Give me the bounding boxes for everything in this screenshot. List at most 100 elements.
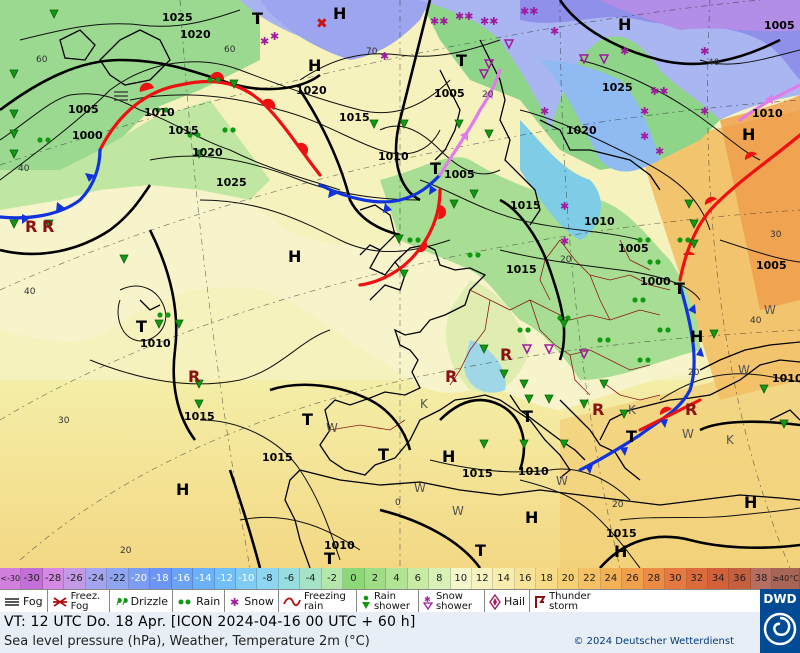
scale-cell: 24 [600, 568, 623, 589]
low-center: T [674, 279, 685, 298]
svg-text:20: 20 [688, 368, 700, 378]
svg-text:60: 60 [224, 45, 236, 55]
svg-text:40: 40 [24, 287, 36, 297]
high-center: H [618, 15, 631, 34]
scale-cell: 36 [729, 568, 751, 589]
low-center: T [626, 427, 637, 446]
graticule [0, 0, 800, 568]
legend-freezing-rain: Freezing rain [279, 590, 357, 613]
svg-text:60: 60 [36, 55, 48, 65]
fog-symbols [114, 91, 128, 101]
high-center: H [308, 56, 321, 75]
legend-rain-shower: Rain shower [357, 590, 419, 613]
dwd-logo: DWD [760, 589, 800, 653]
weather-map: ✱✱ ✱✱ ✱✱ ✱✱ ✱✱ ✱✱✱✱ ✱✱ ✱ ✱ ✱✱✱ ✱✱ RR RR RR… [0, 0, 800, 568]
svg-text:W: W [682, 427, 694, 441]
snow-shower-symbols [478, 39, 610, 360]
svg-text:✱✱: ✱✱ [650, 85, 668, 98]
scale-cell: 18 [536, 568, 558, 589]
isobars [0, 9, 800, 568]
svg-text:1020: 1020 [180, 28, 211, 41]
svg-text:1010: 1010 [144, 106, 175, 119]
scale-unit-low: <-30 [0, 568, 22, 589]
scale-cell: -24 [85, 568, 108, 589]
svg-text:✱: ✱ [560, 235, 569, 248]
svg-text:20: 20 [560, 255, 572, 265]
rain-shower-icon [361, 595, 370, 609]
scale-cell: 14 [493, 568, 515, 589]
svg-text:1015: 1015 [462, 467, 493, 480]
svg-text:R: R [42, 217, 54, 236]
svg-text:30: 30 [58, 416, 70, 426]
high-center: H [744, 493, 757, 512]
weather-legend: Fog Freez. Fog Drizzle Rain ✱ Snow Freez… [0, 589, 760, 614]
drizzle-icon [116, 597, 128, 605]
svg-text:✱: ✱ [260, 35, 269, 48]
svg-text:✱: ✱ [700, 45, 709, 58]
svg-text:✱: ✱ [230, 596, 239, 608]
svg-text:20: 20 [120, 546, 132, 556]
svg-text:0: 0 [395, 498, 401, 508]
svg-text:1010: 1010 [752, 107, 783, 120]
scale-cell: 2 [364, 568, 387, 589]
low-center: T [475, 541, 486, 560]
warm-front [98, 79, 322, 177]
map-subtitle: Sea level pressure (hPa), Weather, Tempe… [4, 634, 370, 649]
svg-text:K: K [628, 403, 637, 417]
legend-snow-shower: ✱ Snow shower [419, 590, 485, 613]
low-center: T [252, 9, 263, 28]
svg-text:W: W [326, 421, 338, 435]
svg-text:✱: ✱ [380, 50, 389, 63]
scale-cell: -22 [107, 568, 129, 589]
svg-text:1020: 1020 [296, 84, 327, 97]
coastlines [59, 29, 800, 568]
svg-text:1015: 1015 [510, 199, 541, 212]
svg-text:1005: 1005 [434, 87, 465, 100]
high-center: H [614, 542, 627, 561]
legend-drizzle: Drizzle [110, 590, 174, 613]
dwd-spiral-icon [763, 612, 797, 646]
svg-text:W: W [414, 481, 426, 495]
scale-cell: 16 [514, 568, 537, 589]
svg-text:R: R [25, 217, 37, 236]
high-center: H [742, 125, 755, 144]
legend-hail: Hail [485, 590, 531, 613]
svg-text:1010: 1010 [518, 465, 549, 478]
svg-text:1020: 1020 [566, 124, 597, 137]
copyright: © 2024 Deutscher Wetterdienst [573, 636, 734, 647]
svg-text:✱✱: ✱✱ [430, 15, 448, 28]
svg-text:✱: ✱ [424, 595, 431, 604]
svg-text:40: 40 [18, 164, 30, 174]
scale-cell: -18 [150, 568, 172, 589]
svg-text:✱✱: ✱✱ [480, 15, 498, 28]
fog-icon [5, 597, 19, 606]
svg-text:1005: 1005 [618, 242, 649, 255]
svg-text:70: 70 [366, 47, 378, 57]
occlusion [438, 68, 502, 177]
svg-text:K: K [726, 433, 735, 447]
scale-cell: -12 [214, 568, 236, 589]
svg-text:✱: ✱ [620, 45, 629, 58]
cloud-symbols: W W W K K W W W K W [326, 303, 776, 518]
svg-text:W: W [452, 504, 464, 518]
scale-cell: -16 [171, 568, 194, 589]
pressure-centres: H H H H H H H H H H H T T T T T T T T T … [136, 4, 757, 568]
svg-text:1015: 1015 [339, 111, 370, 124]
isobars-bold [0, 0, 800, 568]
svg-text:1010: 1010 [140, 337, 171, 350]
legend-snow: ✱ Snow [225, 590, 279, 613]
freezing-fog-symbols: ✖ [316, 16, 328, 32]
svg-text:R: R [592, 400, 604, 419]
svg-text:30: 30 [770, 230, 782, 240]
warm-front [358, 188, 442, 287]
legend-rain: Rain [173, 590, 226, 613]
svg-text:1005: 1005 [444, 168, 475, 181]
scale-cell: 26 [622, 568, 644, 589]
scale-cell: -4 [300, 568, 322, 589]
svg-text:✱✱: ✱✱ [455, 10, 473, 23]
svg-text:✱: ✱ [640, 130, 649, 143]
scale-cell: 4 [386, 568, 408, 589]
shower-symbols [9, 9, 789, 449]
svg-text:1010: 1010 [324, 539, 355, 552]
